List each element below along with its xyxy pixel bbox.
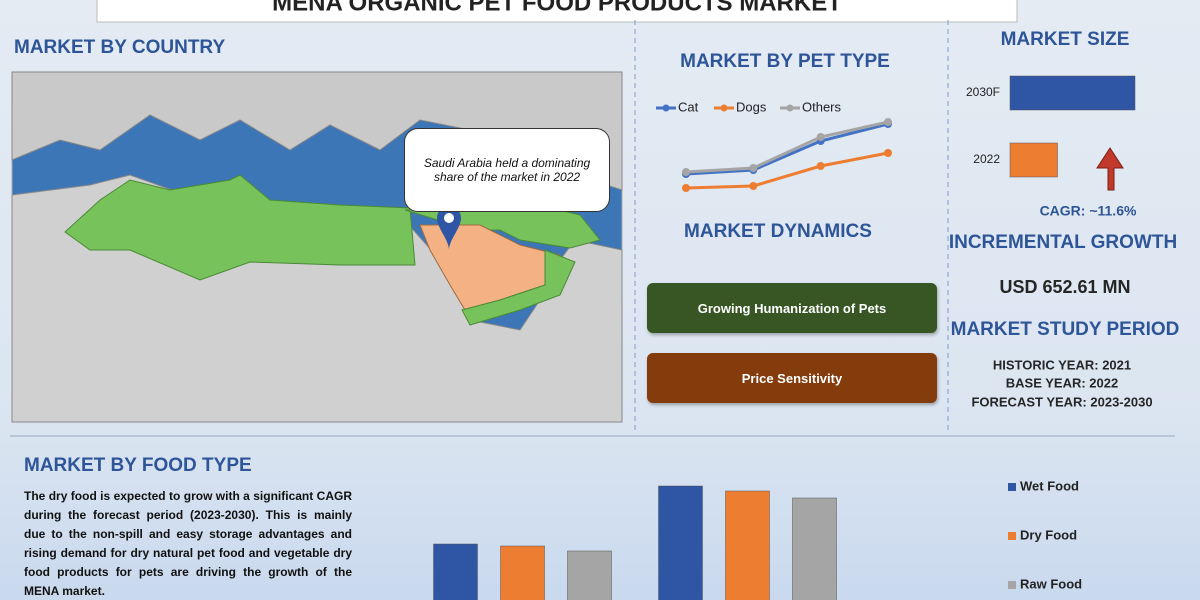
- point: [816, 133, 825, 141]
- map-country: [64, 174, 416, 281]
- chart-title: MARKET BY PET TYPE: [680, 51, 890, 72]
- bar: [792, 497, 837, 600]
- bar: [658, 485, 703, 600]
- section-heading: MARKET BY COUNTRY: [14, 37, 225, 58]
- section-heading: MARKET DYNAMICS: [684, 221, 872, 242]
- legend-dot: [786, 104, 794, 112]
- period-item: BASE YEAR: 2022: [1006, 375, 1118, 390]
- section-heading: MARKET SIZE: [1001, 29, 1130, 50]
- legend-swatch: [1008, 581, 1016, 589]
- legend-dot: [720, 104, 728, 112]
- section-heading: MARKET BY FOOD TYPE: [24, 455, 252, 476]
- y-tick-label: 2030F: [966, 85, 1000, 99]
- map-callout: Saudi Arabia held a dominating share of …: [404, 128, 610, 212]
- charts: Cat Dogs Others 2030F 2022 Wet Food Dry Food Ra…: [433, 75, 1136, 600]
- title-box: [96, 0, 1018, 23]
- bar: [1009, 75, 1136, 111]
- map-pin-dot: [444, 213, 454, 223]
- point: [884, 118, 892, 126]
- bar: [500, 545, 545, 600]
- food-type-text: The dry food is expected to grow with a …: [24, 489, 352, 598]
- legend-label: Cat: [678, 99, 699, 114]
- cagr: CAGR: ~11.6%: [1040, 203, 1137, 219]
- series-line: [685, 151, 889, 190]
- legend-dot: [662, 104, 670, 112]
- bar: [725, 490, 770, 600]
- point: [884, 149, 892, 157]
- map: [11, 71, 623, 423]
- legend-label: Dogs: [736, 99, 767, 114]
- section-heading: MARKET STUDY PERIOD: [951, 319, 1180, 340]
- point: [749, 182, 758, 190]
- point: [682, 184, 690, 192]
- bar: [567, 550, 612, 600]
- period-item: FORECAST YEAR: 2023-2030: [971, 394, 1152, 409]
- legend-label: Wet Food: [1020, 478, 1079, 493]
- bar: [433, 543, 478, 600]
- map-country: [461, 249, 576, 326]
- point: [682, 168, 690, 176]
- legend-label: Others: [802, 99, 842, 114]
- incremental-value: USD 652.61 MN: [999, 277, 1130, 297]
- series-line: [685, 120, 889, 174]
- legend-swatch: [1008, 483, 1016, 491]
- point: [749, 164, 758, 172]
- y-tick-label: 2022: [973, 152, 1000, 166]
- legend-label: Raw Food: [1020, 576, 1082, 591]
- legend-label: Dry Food: [1020, 527, 1077, 542]
- series-line: [685, 122, 889, 176]
- growth-arrow: [1096, 147, 1124, 191]
- legend-swatch: [1008, 532, 1016, 540]
- period-item: HISTORIC YEAR: 2021: [993, 357, 1131, 372]
- section-heading: INCREMENTAL GROWTH: [949, 232, 1177, 253]
- point: [816, 162, 825, 170]
- dynamics-item: Growing Humanization of Pets: [647, 283, 937, 333]
- bar: [1009, 142, 1058, 178]
- page-title: MENA ORGANIC PET FOOD PRODUCTS MARKET: [272, 0, 842, 16]
- dynamics-item: Price Sensitivity: [647, 353, 937, 403]
- map-pin: [437, 206, 461, 250]
